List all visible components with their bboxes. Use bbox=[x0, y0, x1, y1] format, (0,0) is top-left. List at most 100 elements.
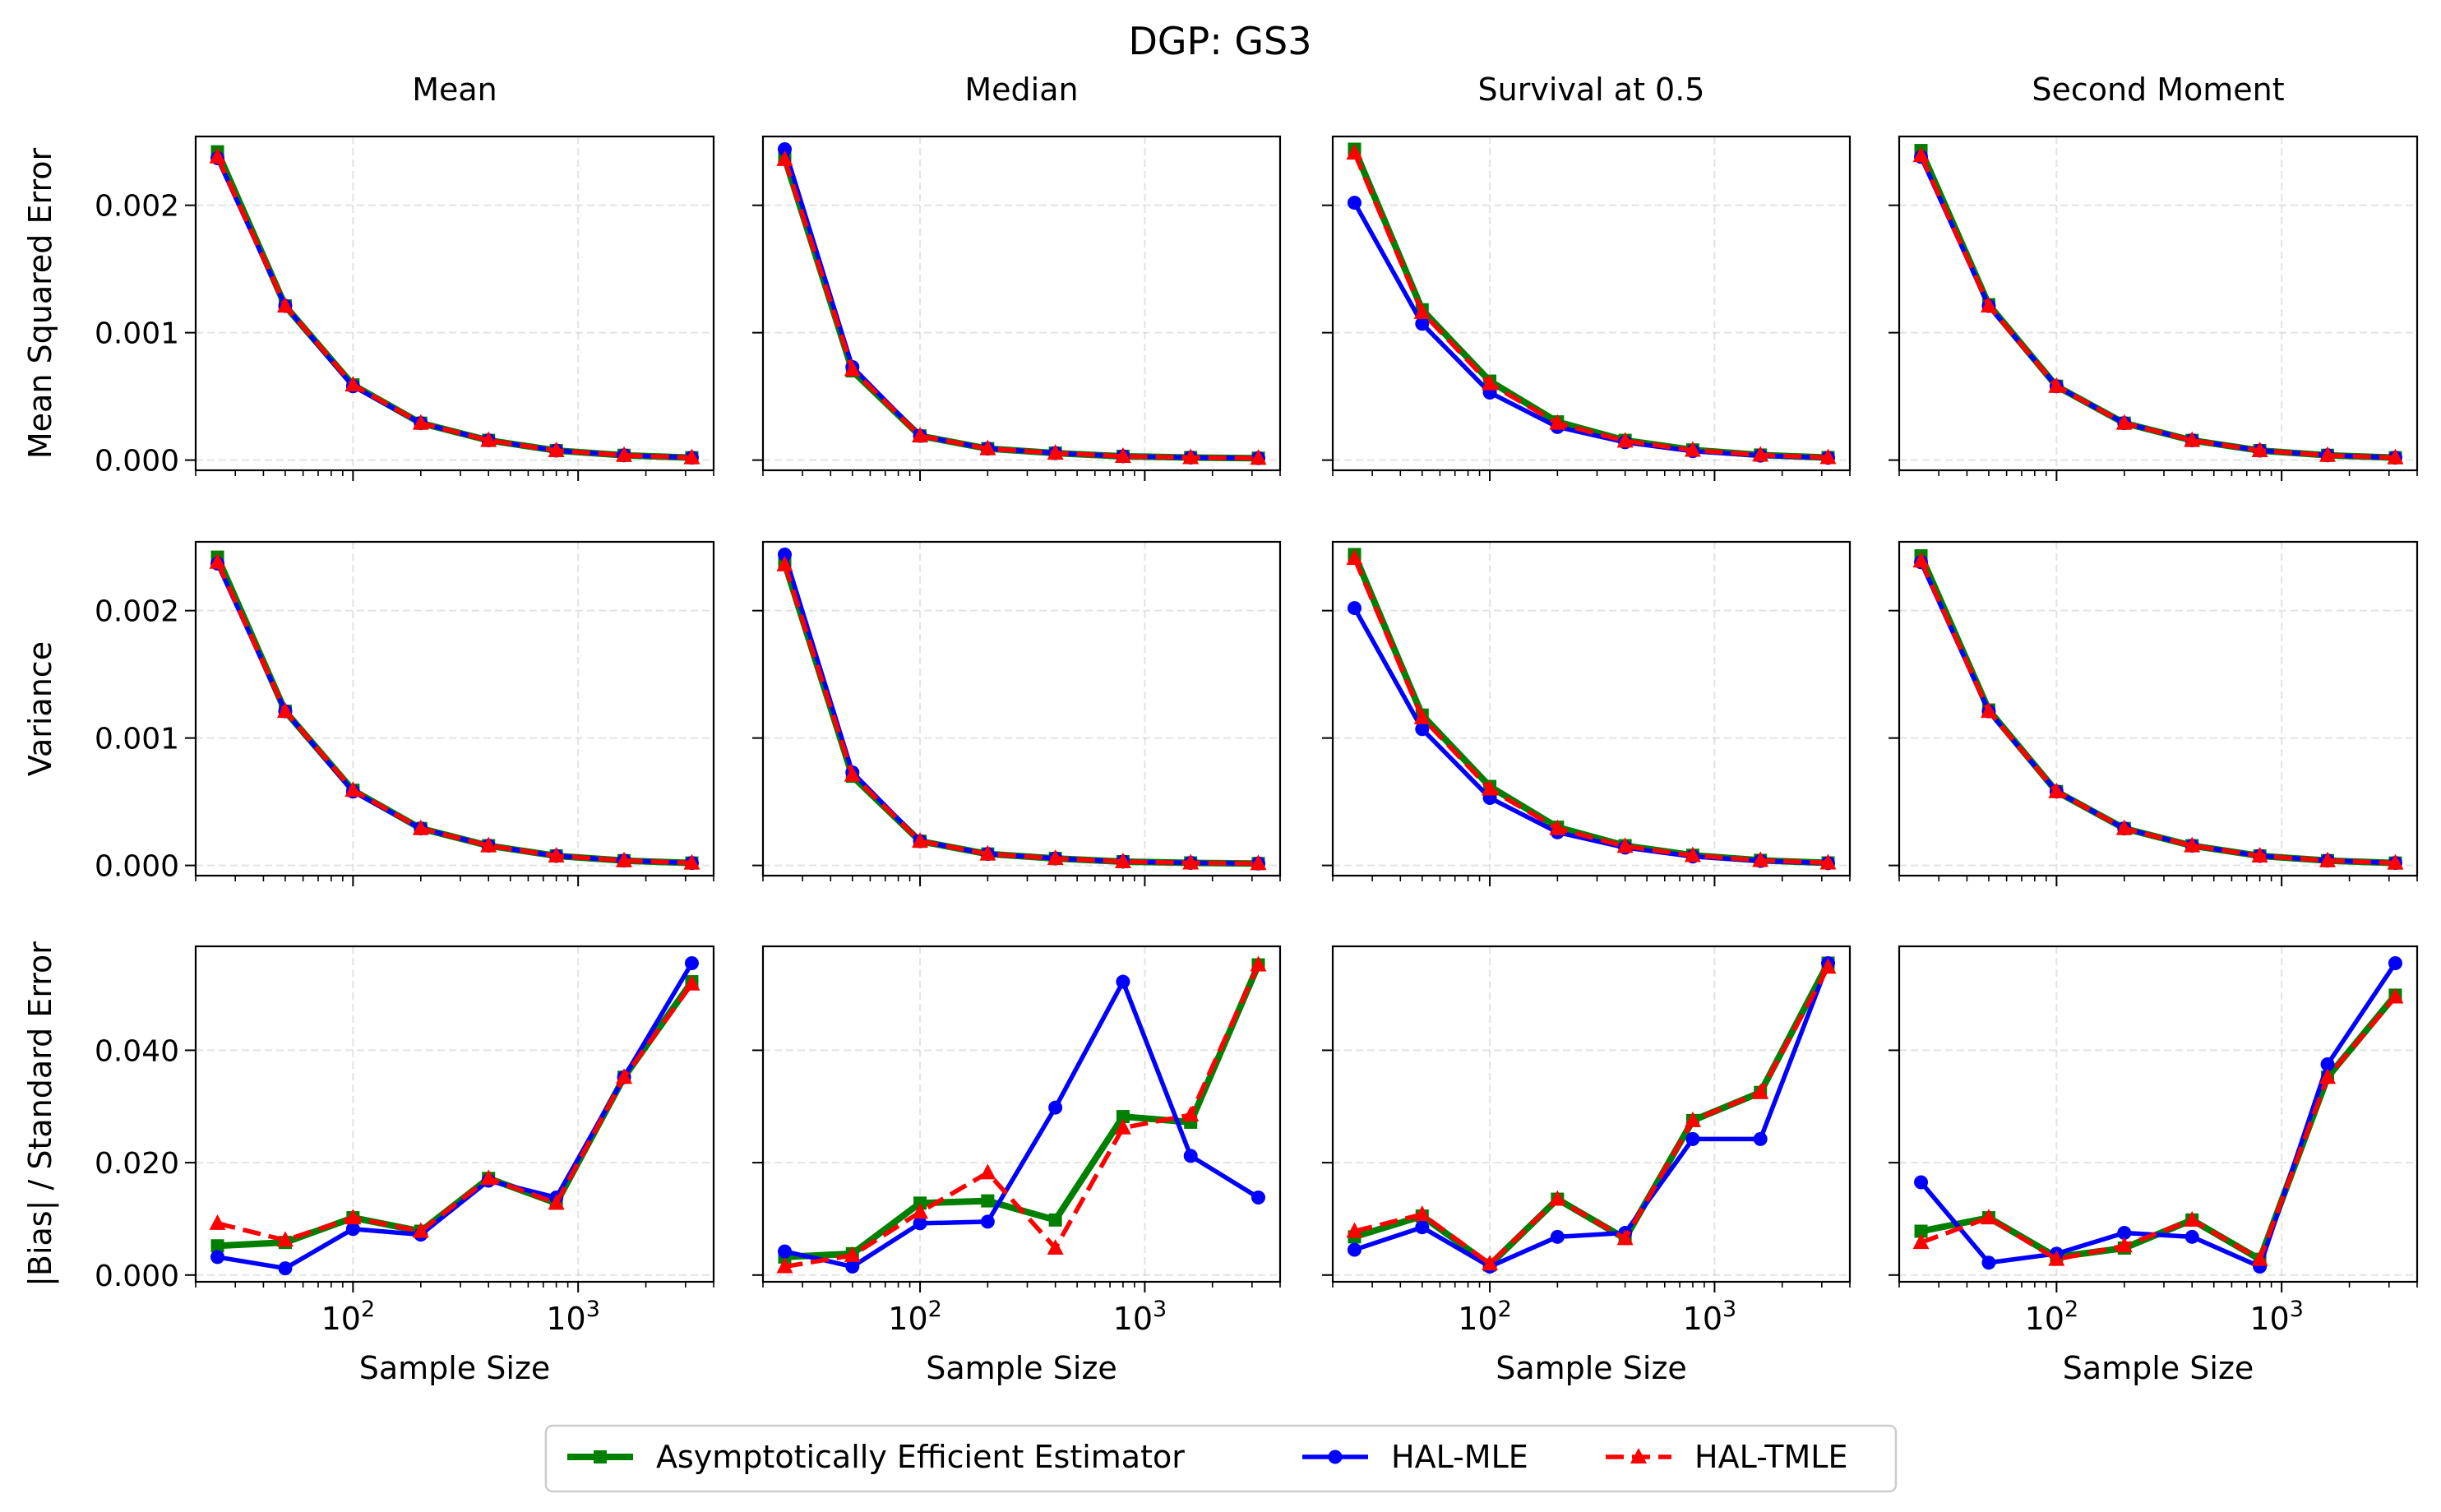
data-point bbox=[412, 819, 429, 835]
data-point bbox=[1413, 1205, 1431, 1221]
axes-frame bbox=[194, 540, 715, 877]
series-hal-tmle bbox=[1346, 549, 1837, 870]
axes-frame bbox=[761, 945, 1282, 1283]
x-tick-base: 10 bbox=[888, 1301, 927, 1337]
column-title: Survival at 0.5 bbox=[1478, 72, 1705, 108]
data-point bbox=[1346, 1222, 1363, 1238]
data-point bbox=[683, 974, 700, 991]
legend-marker bbox=[594, 1450, 607, 1463]
axes-frame bbox=[1898, 135, 2419, 472]
x-tick-exponent: 3 bbox=[1153, 1297, 1167, 1322]
series-line bbox=[782, 148, 1259, 461]
data-point bbox=[2184, 1229, 2199, 1244]
y-tick-label: 0.001 bbox=[95, 317, 179, 351]
data-point bbox=[480, 431, 497, 447]
x-tick-exponent: 2 bbox=[361, 1297, 375, 1322]
data-point bbox=[1684, 441, 1701, 457]
data-point bbox=[981, 1194, 995, 1208]
data-point bbox=[344, 781, 362, 798]
data-point bbox=[548, 846, 565, 862]
subplot-r1-c2: Median bbox=[752, 72, 1282, 481]
series-line bbox=[215, 155, 692, 460]
x-tick-exponent: 3 bbox=[586, 1297, 600, 1322]
data-point bbox=[1415, 1220, 1430, 1235]
data-point bbox=[616, 446, 633, 462]
axes-frame bbox=[1331, 540, 1852, 877]
series-hal-mle bbox=[1914, 956, 2402, 1274]
series-line bbox=[784, 979, 1260, 1269]
subplot-r2-c4 bbox=[1889, 540, 2419, 886]
y-axis-label: |Bias| / Standard Error bbox=[22, 941, 59, 1287]
data-point bbox=[1549, 414, 1566, 430]
legend-marker bbox=[1630, 1448, 1647, 1463]
y-tick-label: 0.040 bbox=[95, 1034, 179, 1068]
x-tick-label: 103 bbox=[2249, 1297, 2304, 1337]
series-line bbox=[782, 553, 1259, 867]
data-point bbox=[1347, 196, 1362, 210]
x-tick-exponent: 3 bbox=[1722, 1297, 1736, 1322]
data-point bbox=[209, 147, 226, 164]
data-point bbox=[1114, 1118, 1131, 1135]
data-point bbox=[2387, 987, 2404, 1004]
x-tick-base: 10 bbox=[1683, 1301, 1722, 1337]
data-point bbox=[1685, 1131, 1700, 1146]
data-point bbox=[2387, 448, 2404, 465]
data-point bbox=[1047, 1238, 1064, 1255]
subplot-r1-c1: 0.000 0.001 0.002 Mean Mean Squared Error bbox=[22, 72, 715, 481]
data-point bbox=[683, 448, 700, 465]
data-point bbox=[1684, 1111, 1701, 1127]
series-asymptotically-efficient-estimator bbox=[1348, 142, 1835, 465]
data-point bbox=[1616, 837, 1634, 853]
legend-label: HAL-MLE bbox=[1391, 1439, 1528, 1475]
series-hal-mle bbox=[777, 974, 1266, 1274]
series-hal-mle bbox=[210, 956, 699, 1276]
data-point bbox=[683, 853, 700, 870]
legend: Asymptotically Efficient Estimator HAL-ML… bbox=[544, 1424, 1898, 1493]
grid-lines bbox=[1899, 542, 2417, 876]
series-line bbox=[1352, 557, 1828, 866]
data-point bbox=[1182, 1106, 1200, 1122]
data-point bbox=[844, 765, 861, 782]
data-point bbox=[1980, 297, 1997, 313]
data-point bbox=[1116, 1110, 1130, 1124]
series-hal-mle bbox=[1347, 601, 1836, 871]
grid-lines bbox=[196, 542, 714, 876]
data-point bbox=[2388, 956, 2402, 971]
legend-label: Asymptotically Efficient Estimator bbox=[656, 1439, 1185, 1475]
column-title: Mean bbox=[412, 72, 497, 108]
data-point bbox=[1250, 449, 1267, 465]
data-point bbox=[1114, 852, 1131, 868]
series-hal-mle bbox=[777, 141, 1266, 465]
data-point bbox=[1183, 1149, 1198, 1163]
data-point bbox=[1251, 1190, 1266, 1205]
legend-frame bbox=[544, 1424, 1898, 1493]
data-point bbox=[1415, 317, 1430, 331]
data-point bbox=[2320, 1057, 2335, 1072]
data-point bbox=[776, 555, 793, 571]
series-line bbox=[1353, 962, 1831, 1269]
data-point bbox=[777, 1244, 792, 1259]
data-point bbox=[2115, 414, 2133, 430]
x-tick-base: 10 bbox=[321, 1301, 361, 1337]
series-line bbox=[217, 962, 694, 1271]
legend-label: HAL-TMLE bbox=[1694, 1439, 1847, 1475]
data-point bbox=[979, 844, 996, 861]
data-point bbox=[1980, 1209, 1997, 1225]
x-tick-base: 10 bbox=[2249, 1301, 2289, 1337]
series-hal-mle bbox=[1347, 196, 1836, 465]
data-point bbox=[1550, 1229, 1565, 1244]
series-hal-tmle bbox=[776, 150, 1267, 465]
axes-frame bbox=[1331, 945, 1852, 1283]
data-point bbox=[548, 1194, 565, 1210]
data-point bbox=[1980, 702, 1997, 719]
data-point bbox=[1819, 853, 1837, 870]
data-point bbox=[844, 360, 861, 377]
series-hal-tmle bbox=[209, 974, 700, 1247]
x-axis-label: Sample Size bbox=[926, 1350, 1117, 1386]
subplot-r2-c2 bbox=[752, 540, 1282, 886]
grid-lines bbox=[196, 136, 714, 470]
data-point bbox=[1346, 549, 1363, 566]
series-asymptotically-efficient-estimator bbox=[210, 975, 699, 1253]
